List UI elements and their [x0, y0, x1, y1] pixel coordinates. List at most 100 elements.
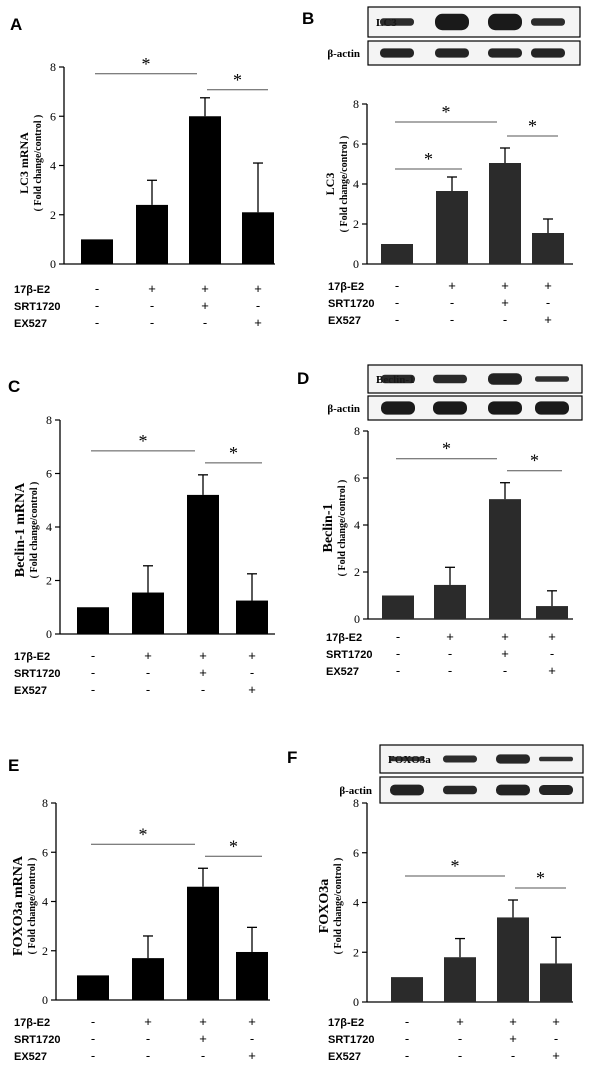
y-axis-label: LC3 [323, 173, 337, 196]
panel-letter-a: A [10, 15, 22, 34]
treatment-sign: + [509, 1014, 517, 1029]
treatment-sign: + [199, 648, 207, 663]
treatment-row-label: 17β-E2 [14, 651, 50, 663]
chart-panel-a: 0 2 4 6 8 LC3 mRNA( Fold change/control ) * * 17… [14, 54, 275, 330]
bar [136, 204, 168, 264]
treatment-sign: - [150, 315, 154, 330]
y-axis-sublabel: ( Fold change/control ) [339, 136, 350, 233]
bar [132, 592, 164, 634]
treatment-sign: + [148, 281, 156, 296]
treatment-sign: - [405, 1048, 409, 1063]
treatment-sign: + [552, 1048, 560, 1063]
blot-band [443, 785, 477, 795]
treatment-sign: - [91, 1048, 95, 1063]
y-axis-label: FOXO3a [317, 879, 332, 933]
significance-star: * [229, 836, 238, 856]
bar [81, 239, 113, 264]
blot-band [433, 401, 467, 415]
treatment-sign: + [201, 281, 209, 296]
bar [77, 975, 109, 1000]
y-tick-label: 8 [42, 796, 48, 810]
treatment-sign: - [256, 298, 260, 313]
y-axis-label: Beclin-1 mRNA [13, 482, 28, 577]
blot-band [488, 373, 522, 385]
significance-star: * [139, 824, 148, 844]
treatment-sign: - [201, 1048, 205, 1063]
treatment-sign: + [501, 629, 509, 644]
blot-band [539, 784, 573, 796]
panel-letter-c: C [8, 377, 20, 396]
treatment-sign: + [544, 312, 552, 327]
y-tick-label: 4 [353, 177, 359, 191]
treatment-sign: - [395, 278, 399, 293]
treatment-sign: - [91, 648, 95, 663]
treatment-row-label: 17β-E2 [14, 1017, 50, 1029]
treatment-row-label: 17β-E2 [328, 281, 364, 293]
treatment-sign: + [448, 278, 456, 293]
treatment-row-label: SRT1720 [326, 649, 372, 661]
y-axis-sublabel: ( Fold change/control ) [33, 115, 44, 212]
treatment-sign: + [248, 648, 256, 663]
y-tick-label: 8 [353, 97, 359, 111]
treatment-sign: - [95, 298, 99, 313]
treatment-row-label: SRT1720 [328, 1034, 374, 1046]
panel-letter-b: B [302, 9, 314, 28]
treatment-sign: - [450, 295, 454, 310]
blot-band [488, 13, 522, 31]
y-tick-label: 6 [353, 137, 359, 151]
bar [236, 951, 268, 1000]
treatment-sign: - [450, 312, 454, 327]
treatment-row-label: SRT1720 [14, 1034, 60, 1046]
treatment-sign: - [250, 665, 254, 680]
treatment-sign: + [248, 1014, 256, 1029]
y-tick-label: 4 [354, 518, 360, 532]
treatment-sign: - [396, 663, 400, 678]
treatment-sign: + [501, 295, 509, 310]
blot-band [488, 48, 522, 58]
bar [382, 595, 414, 619]
blot-label: β-actin [327, 403, 360, 415]
y-tick-label: 6 [354, 471, 360, 485]
bar [540, 963, 572, 1002]
treatment-row-label: 17β-E2 [14, 284, 50, 296]
significance-star: * [233, 70, 242, 90]
y-tick-label: 4 [50, 159, 56, 173]
treatment-row-label: EX527 [326, 666, 359, 678]
y-tick-label: 6 [46, 467, 52, 481]
blot-band [381, 401, 415, 415]
y-tick-label: 6 [353, 846, 359, 860]
bar [187, 886, 219, 1000]
treatment-sign: - [146, 1031, 150, 1046]
bar [489, 163, 521, 264]
y-tick-label: 4 [353, 896, 359, 910]
blot-band [381, 374, 415, 384]
blot-band [443, 755, 477, 763]
y-tick-label: 8 [354, 424, 360, 438]
y-tick-label: 2 [353, 217, 359, 231]
treatment-sign: - [95, 281, 99, 296]
treatment-sign: + [248, 1048, 256, 1063]
treatment-sign: - [91, 665, 95, 680]
bar [536, 606, 568, 619]
treatment-sign: - [546, 295, 550, 310]
significance-star: * [530, 451, 539, 471]
treatment-sign: + [446, 629, 454, 644]
blot-band [535, 376, 569, 382]
panel-letter-f: F [287, 748, 297, 767]
treatment-sign: + [552, 1014, 560, 1029]
treatment-sign: - [396, 629, 400, 644]
treatment-row-label: EX527 [328, 1051, 361, 1063]
treatment-row-label: SRT1720 [328, 298, 374, 310]
y-axis-sublabel: ( Fold change/control ) [337, 480, 348, 577]
blot-label: β-actin [339, 785, 372, 797]
treatment-sign: + [254, 281, 262, 296]
blot-band [380, 48, 414, 58]
treatment-sign: - [91, 682, 95, 697]
significance-star: * [142, 54, 151, 74]
treatment-sign: + [201, 298, 209, 313]
bar [236, 600, 268, 634]
bar [497, 917, 529, 1002]
significance-star: * [229, 443, 238, 463]
